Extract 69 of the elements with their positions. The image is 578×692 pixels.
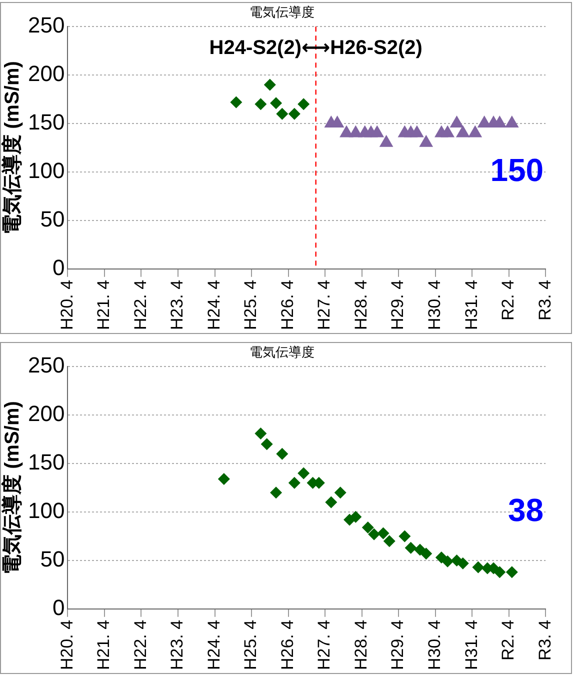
x-tick-label: H25. 4 — [241, 620, 260, 670]
point — [218, 473, 230, 486]
x-tick-label: H26. 4 — [278, 280, 297, 330]
y-tick-label: 200 — [28, 61, 65, 86]
y-tick-label: 100 — [28, 498, 65, 524]
x-tick-label: H26. 4 — [278, 620, 297, 670]
point — [494, 566, 506, 578]
x-tick-label: H23. 4 — [168, 620, 187, 670]
y-tick-label: 0 — [52, 594, 65, 620]
y-tick-label: 100 — [28, 158, 65, 184]
x-tick-label: H29. 4 — [388, 280, 408, 330]
x-tick-label: R3. 4 — [535, 280, 554, 321]
y-tick-label: 200 — [28, 401, 65, 426]
x-tick-label: H21. 4 — [94, 620, 114, 670]
point — [442, 555, 454, 568]
y-tick-label: 150 — [28, 450, 65, 475]
y-tick-label: 50 — [40, 206, 65, 232]
x-tick-label: H27. 4 — [314, 620, 334, 670]
x-tick-label: H24. 4 — [204, 280, 224, 330]
x-tick-label: H30. 4 — [425, 620, 444, 670]
point — [254, 427, 267, 440]
point — [276, 448, 288, 460]
x-tick-label: H20. 4 — [57, 620, 76, 670]
y-tick-label: 250 — [28, 12, 65, 38]
chart-title: 電気伝導度 — [250, 344, 314, 360]
annotation: 150 — [490, 152, 544, 188]
point — [398, 530, 411, 542]
x-tick-label: H21. 4 — [94, 280, 114, 330]
point — [298, 467, 310, 480]
annotation: H24-S2(2)⟷H26-S2(2) — [209, 37, 422, 60]
point — [288, 476, 300, 489]
y-axis-title: 電気伝導度 (mS/m) — [0, 401, 24, 574]
point — [368, 528, 380, 540]
point — [377, 527, 390, 540]
point — [420, 548, 432, 560]
point — [270, 486, 282, 499]
point — [506, 566, 518, 578]
point — [334, 486, 346, 499]
y-tick-label: 150 — [28, 110, 65, 135]
x-tick-label: R3. 4 — [535, 620, 554, 661]
x-tick-label: H22. 4 — [130, 620, 150, 670]
x-tick-label: H31. 4 — [462, 620, 481, 670]
point — [383, 535, 396, 548]
x-tick-label: H28. 4 — [351, 620, 370, 670]
x-tick-label: H22. 4 — [130, 280, 150, 330]
x-tick-label: H27. 4 — [314, 280, 334, 330]
x-tick-label: H29. 4 — [388, 620, 408, 670]
point — [325, 496, 338, 508]
point — [456, 557, 469, 570]
point — [350, 510, 362, 523]
x-tick-label: H28. 4 — [351, 280, 370, 330]
x-tick-label: H24. 4 — [204, 620, 224, 670]
chart-title: 電気伝導度 — [250, 4, 314, 20]
x-tick-label: R2. 4 — [498, 280, 518, 321]
x-tick-label: H20. 4 — [57, 280, 76, 330]
point — [362, 521, 374, 534]
y-tick-label: 0 — [52, 254, 65, 280]
x-tick-label: H23. 4 — [168, 280, 187, 330]
annotation: 38 — [508, 492, 544, 528]
x-tick-label: H31. 4 — [462, 280, 481, 330]
y-axis-title: 電気伝導度 (mS/m) — [0, 61, 24, 234]
point — [260, 438, 273, 450]
y-tick-label: 250 — [28, 352, 65, 378]
y-tick-label: 50 — [40, 546, 65, 572]
point — [404, 542, 417, 554]
x-tick-label: H30. 4 — [425, 280, 444, 330]
point — [472, 561, 484, 574]
x-tick-label: H25. 4 — [241, 280, 260, 330]
x-tick-label: R2. 4 — [498, 620, 518, 661]
